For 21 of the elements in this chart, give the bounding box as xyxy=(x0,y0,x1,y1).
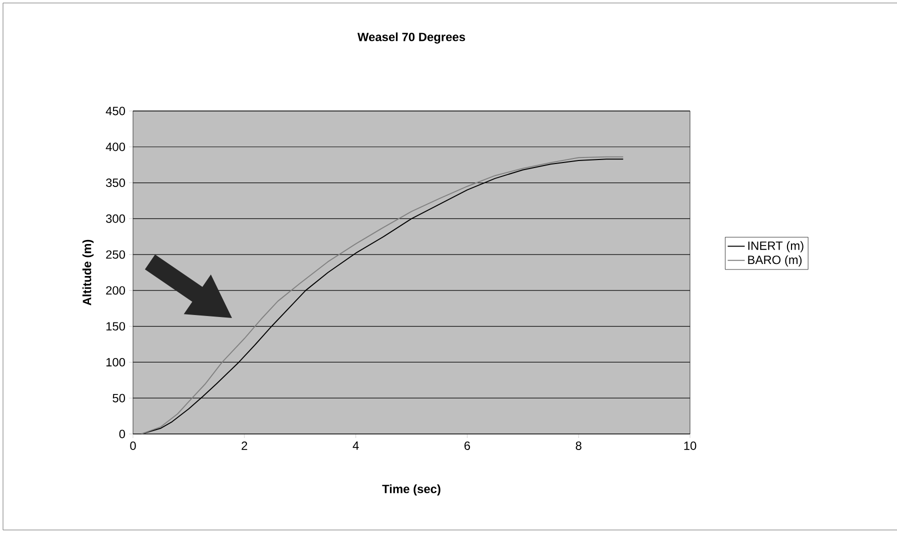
x-tick-label: 4 xyxy=(352,442,359,450)
legend-label: BARO (m) xyxy=(748,255,802,266)
x-tick-label: 6 xyxy=(464,442,470,450)
chart-title: Weasel 70 Degrees xyxy=(357,32,466,44)
y-tick-label: 450 xyxy=(106,106,126,116)
y-tick-label: 300 xyxy=(106,214,126,223)
y-tick-label: 100 xyxy=(106,358,126,366)
y-tick-label: 200 xyxy=(106,286,126,295)
y-tick-label: 50 xyxy=(112,394,126,402)
x-tick-label: 10 xyxy=(684,442,696,450)
y-tick-label: 250 xyxy=(106,250,126,259)
y-tick-label: 350 xyxy=(106,178,126,187)
y-tick-label: 400 xyxy=(106,142,126,152)
x-tick-label: 2 xyxy=(242,442,248,450)
y-tick-label: 0 xyxy=(119,430,126,438)
y-axis-title: Altitude (m) xyxy=(82,240,94,306)
y-tick-label: 150 xyxy=(106,322,126,331)
x-tick-label: 8 xyxy=(576,442,582,450)
legend-label: INERT (m) xyxy=(748,241,804,252)
x-tick-label: 0 xyxy=(130,442,136,450)
x-axis-title: Time (sec) xyxy=(382,484,440,496)
